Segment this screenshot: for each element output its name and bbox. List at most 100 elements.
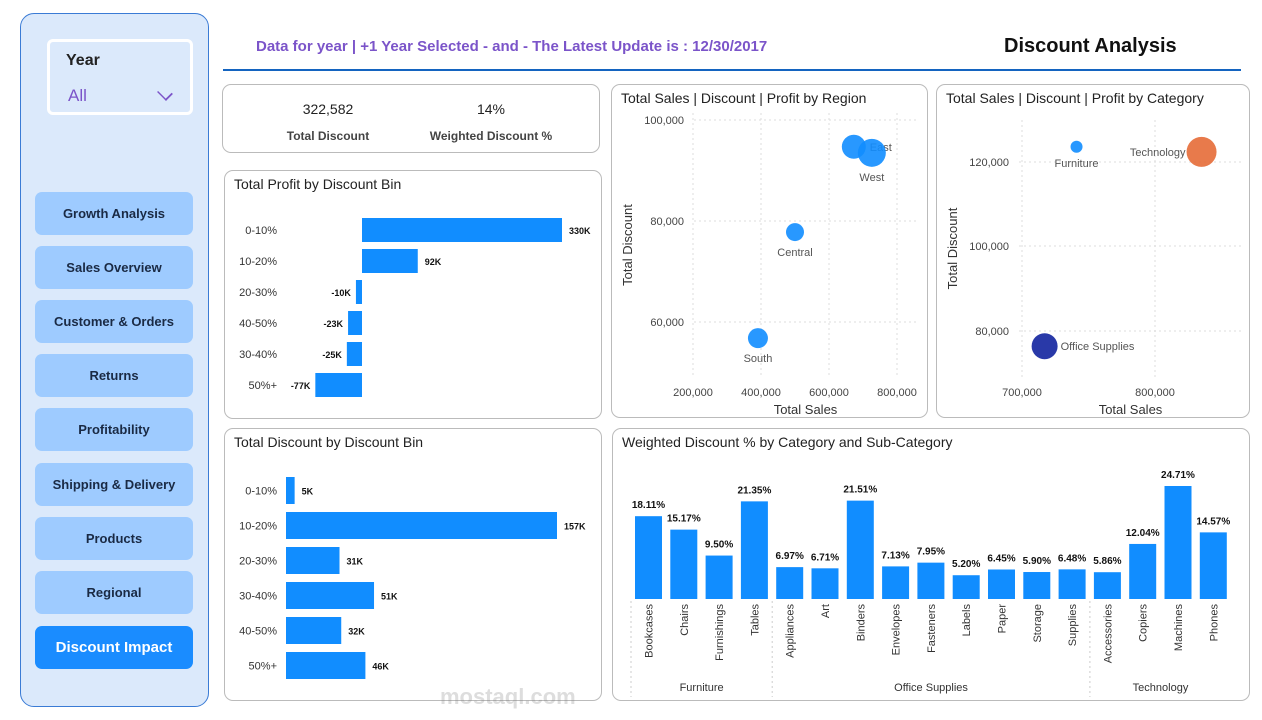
category-label: Supplies [1067,604,1079,647]
nav-customer-orders[interactable]: Customer & Orders [35,300,193,343]
bar [286,652,366,679]
profit-by-bin-card: Total Profit by Discount Bin 0-10% 330K 10… [224,170,602,419]
data-label: 32K [348,627,365,637]
category-label: Labels [961,604,973,637]
data-label: 21.35% [737,485,771,496]
x-tick-label: 400,000 [741,387,781,399]
category-label: Chairs [679,604,691,636]
bubble [1070,140,1083,153]
category-label: Machines [1173,604,1185,652]
bubble [857,138,886,167]
x-axis-title: Total Sales [774,402,838,417]
bar [882,566,910,599]
category-label: Accessories [1102,604,1114,664]
category-label: 20-30% [239,287,277,299]
category-label: 40-50% [239,318,277,330]
bar [286,512,557,539]
data-label: 51K [381,592,398,602]
bar [811,568,839,599]
y-axis-title: Total Discount [620,204,635,286]
category-label: Fasteners [926,604,938,653]
bar [1164,486,1192,599]
bubble-label: Central [777,247,812,259]
category-label: Envelopes [891,604,903,656]
bar [776,567,804,599]
bubble [786,223,804,242]
chart-title: Total Sales | Discount | Profit by Categ… [946,90,1204,106]
data-label: -23K [324,319,344,329]
nav-regional[interactable]: Regional [35,571,193,614]
category-label: Phones [1208,604,1220,642]
bar [286,477,295,504]
nav-discount-impact[interactable]: Discount Impact [35,626,193,669]
nav-products[interactable]: Products [35,517,193,560]
bubble-label: Technology [1130,147,1186,159]
nav-profitability[interactable]: Profitability [35,408,193,451]
chart-title: Total Discount by Discount Bin [234,434,424,450]
group-label: Office Supplies [894,682,968,694]
bubble-label: South [744,353,773,365]
bar [346,342,362,366]
category-scatter-chart: 700,000 800,000 80,000 100,000 120,000 Total … [945,120,1242,417]
year-value[interactable]: All [68,86,87,105]
nav-returns[interactable]: Returns [35,354,193,397]
data-label: 5.20% [952,559,980,570]
region-scatter-card: Total Sales | Discount | Profit by Regio… [611,84,928,418]
bubble [1031,333,1058,360]
bar [705,555,733,599]
group-label: Furniture [680,682,724,694]
nav-shipping-delivery[interactable]: Shipping & Delivery [35,463,193,506]
bar [988,569,1015,599]
bar [952,575,980,599]
weighted-discount-chart: 18.11% Bookcases 15.17% Chairs 9.50% Furnishi… [630,470,1230,697]
nav-growth-analysis[interactable]: Growth Analysis [35,192,193,235]
bubble [747,328,768,349]
data-label: 14.57% [1196,516,1230,527]
weighted-discount-value: 14% [476,101,506,117]
data-label: 6.71% [811,552,839,563]
category-label: 40-50% [239,626,277,638]
x-tick-label: 800,000 [1135,387,1175,399]
y-tick-label: 100,000 [644,115,684,127]
x-tick-label: 800,000 [877,387,917,399]
data-label: 5K [302,487,314,497]
category-label: Copiers [1138,604,1150,642]
category-label: 30-40% [239,349,277,361]
data-label: 46K [372,662,389,672]
category-label: Bookcases [644,604,656,658]
group-label: Technology [1133,682,1189,694]
data-label: 330K [569,226,591,236]
category-label: 50%+ [249,380,277,392]
nav-sales-overview[interactable]: Sales Overview [35,246,193,289]
category-label: Furnishings [714,604,726,661]
data-label: 92K [425,257,442,267]
bar [1023,572,1051,599]
x-axis-title: Total Sales [1099,402,1163,417]
bar [362,249,418,273]
chart-title: Total Profit by Discount Bin [234,176,402,192]
region-scatter-chart: 200,000 400,000 600,000 800,000 60,000 80,000… [620,113,917,417]
y-tick-label: 100,000 [969,241,1009,253]
bar [1058,569,1086,599]
data-label: 157K [564,522,586,532]
page-title: Discount Analysis [1004,35,1177,57]
data-label: 15.17% [667,514,701,525]
data-label: 21.51% [843,485,877,496]
chevron-down-icon[interactable] [157,85,173,101]
category-label: Paper [997,604,1009,634]
data-label: -25K [322,350,342,360]
data-label: 24.71% [1161,470,1195,481]
data-label: 5.86% [1093,556,1121,567]
category-label: 30-40% [239,591,277,603]
data-label: -10K [331,288,351,298]
profit-by-bin-chart: 0-10% 330K 10-20% 92K 20-30% -10K 40-50% -23K 30… [239,218,591,397]
category-label: Storage [1032,604,1044,643]
category-label: Art [820,604,832,618]
x-tick-label: 600,000 [809,387,849,399]
bar [286,617,342,644]
bubble-label: Furniture [1055,158,1099,170]
year-slicer[interactable]: Year All [47,39,193,115]
category-label: 50%+ [249,661,277,673]
year-label: Year [66,52,100,69]
data-label: 7.13% [881,550,909,561]
